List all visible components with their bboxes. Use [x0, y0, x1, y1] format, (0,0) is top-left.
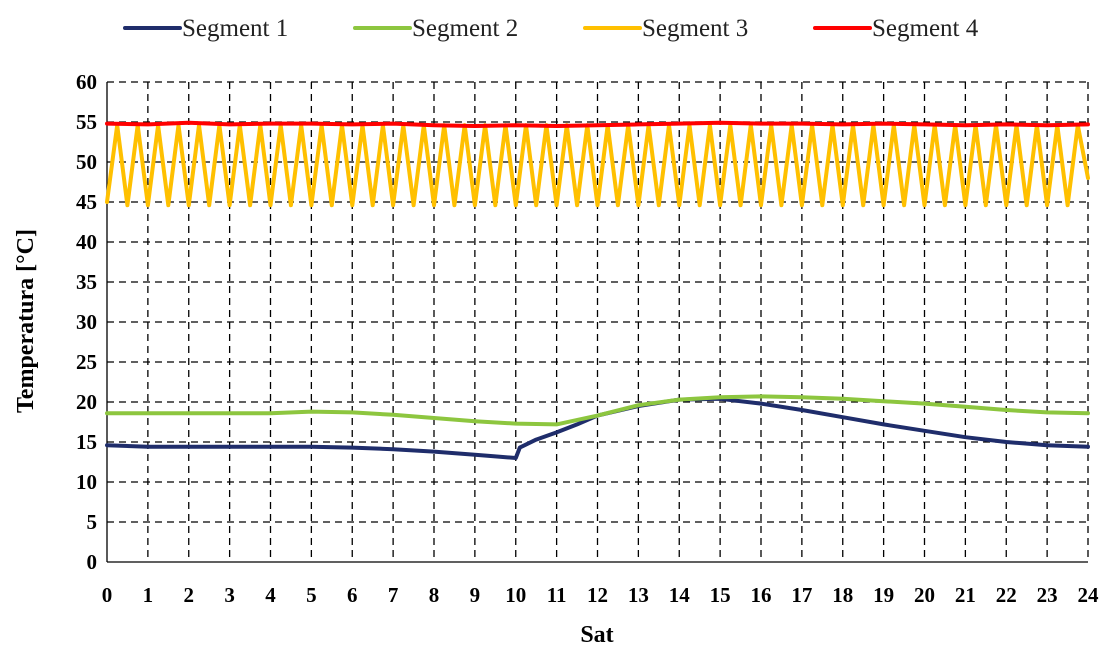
x-tick-label: 21: [955, 583, 976, 607]
y-tick-label: 55: [76, 110, 97, 134]
x-tick-label: 3: [224, 583, 235, 607]
x-tick-label: 12: [587, 583, 608, 607]
grid: [107, 81, 1089, 562]
x-tick-label: 2: [184, 583, 195, 607]
y-tick-label: 15: [76, 430, 97, 454]
x-tick-label: 0: [102, 583, 113, 607]
x-tick-label: 8: [429, 583, 440, 607]
y-tick-label: 25: [76, 350, 97, 374]
x-tick-label: 18: [832, 583, 853, 607]
legend-label-2: Segment 2: [412, 15, 518, 42]
legend-label-4: Segment 4: [872, 15, 979, 42]
x-tick-label: 5: [306, 583, 317, 607]
series-line-3: [105, 123, 1090, 208]
y-tick-label: 10: [76, 470, 97, 494]
legend-label-3: Segment 3: [642, 15, 748, 42]
legend: Segment 1 Segment 2 Segment 3 Segment 4: [123, 15, 979, 42]
series-line-4: [105, 120, 1090, 128]
x-tick-label: 11: [547, 583, 567, 607]
y-tick-label: 20: [76, 390, 97, 414]
y-tick-label: 40: [76, 230, 97, 254]
legend-label-1: Segment 1: [182, 15, 288, 42]
y-tick-label: 0: [87, 550, 98, 574]
y-tick-label: 30: [76, 310, 97, 334]
series-line-2: [105, 394, 1090, 427]
y-tick-labels: 0 5 10 15 20 25 30 35 40 45 50 55 60: [76, 70, 97, 574]
x-tick-label: 23: [1037, 583, 1058, 607]
x-tick-label: 14: [669, 583, 691, 607]
x-tick-label: 17: [791, 583, 812, 607]
x-tick-label: 4: [265, 583, 276, 607]
y-tick-label: 5: [87, 510, 98, 534]
y-tick-label: 50: [76, 150, 97, 174]
x-tick-label: 20: [914, 583, 935, 607]
x-tick-label: 6: [347, 583, 358, 607]
x-tick-label: 24: [1078, 583, 1100, 607]
y-tick-label: 35: [76, 270, 97, 294]
x-tick-label: 15: [710, 583, 731, 607]
y-axis-title: Temperatura [°C]: [13, 229, 39, 413]
series-line-1: [105, 396, 1090, 460]
x-tick-label: 9: [470, 583, 481, 607]
x-tick-label: 19: [873, 583, 894, 607]
x-tick-label: 10: [505, 583, 526, 607]
axes: [106, 82, 1088, 563]
x-axis-title: Sat: [580, 622, 613, 648]
x-tick-label: 7: [388, 583, 399, 607]
x-tick-label: 16: [751, 583, 772, 607]
x-tick-labels: 0 1 2 3 4 5 6 7 8 9 10 11 12 13 14 15 16 17 18 19 20 21 22 23 24: [102, 583, 1099, 607]
x-tick-label: 22: [996, 583, 1017, 607]
y-tick-label: 45: [76, 190, 97, 214]
x-tick-label: 1: [143, 583, 154, 607]
x-tick-label: 13: [628, 583, 649, 607]
y-tick-label: 60: [76, 70, 97, 94]
series-lines: [105, 120, 1090, 460]
